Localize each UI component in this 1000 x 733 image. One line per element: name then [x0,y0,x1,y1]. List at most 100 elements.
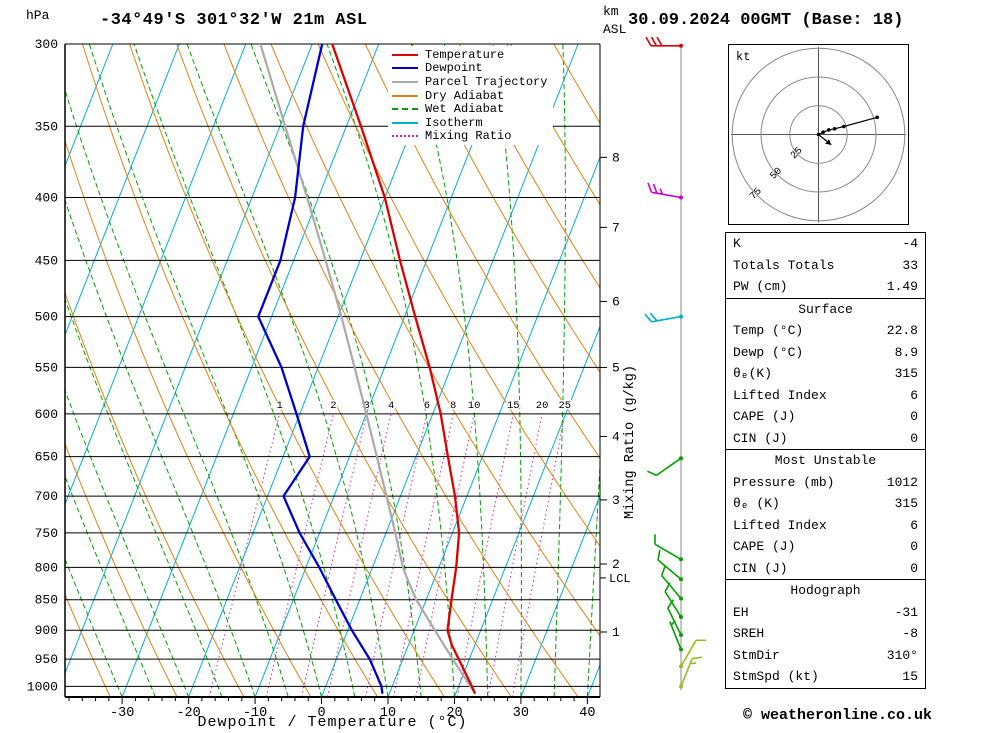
stat-label: Lifted Index [733,387,827,403]
wind-barb [657,549,683,582]
stat-value: 0 [910,560,918,576]
stats-table: K -4 Totals Totals 33 PW (cm) 1.49 Surface Temp… [725,232,926,689]
svg-text:500: 500 [35,310,58,325]
svg-text:3: 3 [364,400,370,412]
svg-text:2: 2 [330,400,336,412]
svg-text:950: 950 [35,652,58,667]
stat-label: θₑ(K) [733,366,773,381]
temp-axis-labels: -30 -20 -10 0 10 20 30 40 [110,706,595,721]
svg-text:3: 3 [612,493,620,508]
table-row: θₑ (K) 315 [726,493,925,515]
svg-text:-20: -20 [176,706,200,721]
mixing-ratio-labels: 1 2 3 4 6 8 10 15 20 25 [275,398,573,413]
table-row: θₑ(K) 315 [726,363,925,385]
table-row: CIN (J) 0 [726,428,925,450]
stat-label: K [733,236,741,251]
wind-barb-column [644,36,706,690]
table-row: CIN (J) 0 [726,558,925,580]
km-axis: 1 2 3 4 5 6 7 8 LCL [600,150,631,640]
table-section: Hodograph EH -31 SREH -8 StmDir 310° StmSpd (kt… [726,579,925,688]
svg-text:350: 350 [35,119,58,134]
legend-label: Parcel Trajectory [425,74,548,89]
svg-text:15: 15 [507,400,520,412]
datetime-title: 30.09.2024 00GMT (Base: 18) [628,11,904,30]
svg-text:25: 25 [558,400,571,412]
stat-label: PW (cm) [733,279,788,294]
svg-text:10: 10 [468,400,481,412]
wind-barb [660,565,683,601]
svg-text:1000: 1000 [27,679,58,694]
table-row: K -4 [726,233,925,255]
table-row: EH -31 [726,602,925,624]
svg-text:400: 400 [35,191,58,206]
table-row: Pressure (mb) 1012 [726,472,925,494]
stat-label: Dewp (°C) [733,344,804,360]
svg-text:1: 1 [612,625,620,640]
stat-label: CAPE (J) [733,409,796,424]
stat-label: CIN (J) [733,430,788,446]
stat-label: StmSpd (kt) [733,669,819,684]
stat-value: 1.49 [886,279,918,294]
stat-value: 1012 [886,474,918,490]
svg-text:650: 650 [35,450,58,465]
stat-value: 0 [910,539,918,554]
svg-text:8: 8 [612,150,620,165]
svg-text:40: 40 [579,706,595,721]
table-row: Lifted Index 6 [726,515,925,537]
copyright: © weatheronline.co.uk [742,707,932,724]
svg-text:30: 30 [513,706,529,721]
stat-value: 8.9 [894,344,918,360]
stat-label: StmDir [733,647,780,663]
table-row: PW (cm) 1.49 [726,276,925,298]
stat-value: 15 [902,669,918,684]
stat-value: 33 [902,257,918,273]
stat-label: SREH [733,626,765,641]
svg-text:-10: -10 [243,706,267,721]
legend-swatch [392,53,418,56]
svg-text:8: 8 [450,400,456,412]
wind-barb [644,312,683,323]
svg-text:900: 900 [35,623,58,638]
stat-label: θₑ (K) [733,496,780,511]
pressure-axis-labels: 300 350 400 450 500 550 600 650 700 750 800 850 900 9… [27,37,58,694]
svg-text:4: 4 [388,400,394,412]
stat-value: 22.8 [886,323,918,338]
svg-text:700: 700 [35,489,58,504]
stat-label: Totals Totals [733,257,835,273]
legend-label: Mixing Ratio [425,129,512,144]
legend-swatch [392,108,418,111]
stat-label: CAPE (J) [733,539,796,554]
mixing-ratio-lines [208,413,566,697]
legend-label: Dewpoint [425,61,483,76]
svg-text:300: 300 [35,37,58,52]
stat-value: -31 [894,604,918,620]
legend-label: Dry Adiabat [425,88,505,103]
svg-text:6: 6 [612,294,620,309]
legend-label: Temperature [425,47,505,62]
stat-value: -8 [902,626,918,641]
wind-barb [654,534,683,562]
table-row: CAPE (J) 0 [726,536,925,558]
dewpoint-curve [257,44,384,694]
table-section: Most Unstable Pressure (mb) 1012 θₑ (K) 315 L… [726,449,925,579]
parcel-trajectory-curve [259,44,476,694]
lcl-label: LCL [609,572,631,586]
stat-value: 315 [894,366,918,381]
table-row: Temp (°C) 22.8 [726,320,925,342]
stat-label: Lifted Index [733,517,827,533]
stat-value: 6 [910,517,918,533]
legend-label: Isotherm [425,115,483,130]
legend-item: Isotherm [392,116,547,130]
stat-value: 315 [894,496,918,511]
legend-item: Mixing Ratio [392,129,547,144]
stat-label: Temp (°C) [733,323,804,338]
table-row: Totals Totals 33 [726,255,925,277]
wind-barb [645,36,683,48]
legend-swatch [392,80,418,83]
stat-value: -4 [902,236,918,251]
table-section: K -4 Totals Totals 33 PW (cm) 1.49 [726,233,925,298]
legend-item: Parcel Trajectory [392,75,547,89]
svg-text:550: 550 [35,360,58,375]
station-title: -34°49'S 301°32'W 21m ASL [100,11,368,30]
